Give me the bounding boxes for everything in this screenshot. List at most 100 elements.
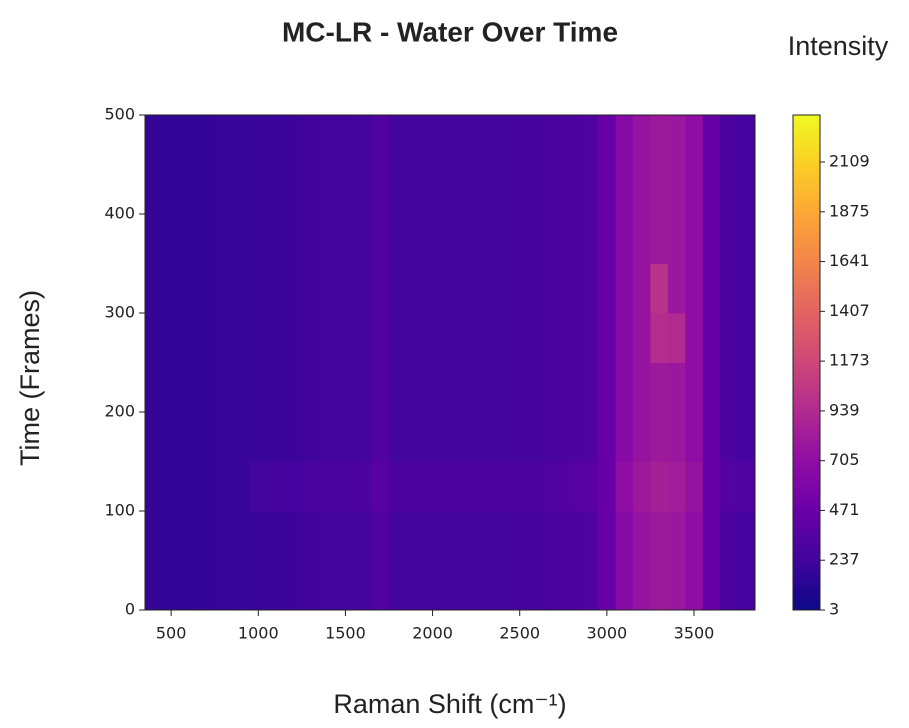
heatmap-cell [650, 412, 669, 462]
heatmap-cell [458, 263, 477, 314]
x-tick-label: 500 [156, 624, 187, 643]
heatmap-cell [702, 560, 721, 611]
heatmap-cell [528, 115, 547, 165]
heatmap-cell [197, 560, 216, 611]
heatmap-cell [511, 461, 529, 512]
heatmap-cell [232, 362, 251, 413]
heatmap-cell [563, 560, 582, 611]
x-tick-label: 2000 [412, 624, 453, 643]
heatmap-cell [615, 560, 634, 611]
heatmap-cell [685, 461, 704, 512]
heatmap-cell [145, 560, 163, 611]
heatmap-cell [702, 362, 721, 413]
heatmap-cell [389, 263, 407, 314]
heatmap-cell [580, 412, 599, 462]
heatmap-cell [284, 313, 303, 363]
heatmap-cell [667, 263, 686, 314]
heatmap-cell [737, 560, 756, 611]
heatmap-cell [511, 263, 529, 314]
colorbar-tick-label: 1641 [829, 251, 870, 270]
heatmap-cell [563, 214, 582, 264]
heatmap-cell [441, 461, 460, 512]
heatmap-cell [563, 461, 582, 512]
colorbar-tick-label: 2109 [829, 152, 870, 171]
heatmap-cell [406, 560, 425, 611]
heatmap-cell [528, 511, 547, 561]
heatmap-cell [667, 560, 686, 611]
heatmap-cell [580, 214, 599, 264]
heatmap-cell [301, 511, 320, 561]
heatmap-cell [476, 263, 495, 314]
heatmap-cell [633, 362, 651, 413]
heatmap-cell [179, 313, 198, 363]
heatmap-cell [284, 511, 303, 561]
heatmap-cell [284, 461, 303, 512]
heatmap-cell [267, 511, 285, 561]
heatmap-cell [650, 362, 669, 413]
heatmap-cell [406, 461, 425, 512]
heatmap-cell [389, 164, 407, 215]
heatmap-cell [145, 164, 163, 215]
heatmap-cell [162, 412, 181, 462]
heatmap-cell [458, 115, 477, 165]
heatmap-cell [545, 511, 564, 561]
heatmap-cell [458, 461, 477, 512]
heatmap-cell [563, 511, 582, 561]
heatmap-cell [493, 511, 512, 561]
heatmap-cell [197, 313, 216, 363]
plot-frame [144, 114, 756, 611]
heatmap-cell [650, 511, 669, 561]
heatmap-cell [667, 214, 686, 264]
heatmap-cell [563, 164, 582, 215]
heatmap-cell [389, 214, 407, 264]
heatmap-cell [441, 412, 460, 462]
heatmap-cell [615, 263, 634, 314]
heatmap-cell [179, 511, 198, 561]
heatmap-cell [354, 511, 373, 561]
heatmap-cell [267, 313, 285, 363]
heatmap-cell [493, 313, 512, 363]
heatmap-cell [458, 214, 477, 264]
heatmap-cell [197, 461, 216, 512]
heatmap-cell [336, 164, 355, 215]
colorbar-tick-label: 471 [829, 500, 860, 519]
heatmap-cell [511, 164, 529, 215]
heatmap-cell [685, 560, 704, 611]
heatmap-cell [511, 362, 529, 413]
y-tick-label: 200 [104, 402, 135, 421]
heatmap-cell [493, 461, 512, 512]
heatmap-cell [336, 511, 355, 561]
heatmap-cell [615, 412, 634, 462]
heatmap-cell [702, 313, 721, 363]
heatmap-cell [528, 560, 547, 611]
heatmap-cell [493, 115, 512, 165]
heatmap-cell [179, 214, 198, 264]
heatmap-cell [615, 164, 634, 215]
heatmap-cell [476, 313, 495, 363]
colorbar-tick-label: 3 [829, 600, 839, 619]
heatmap-cell [441, 313, 460, 363]
heatmap-cell [702, 263, 721, 314]
y-tick-label: 0 [125, 600, 135, 619]
heatmap-cell [354, 461, 373, 512]
heatmap-cell [179, 362, 198, 413]
heatmap-cell [580, 263, 599, 314]
y-axis-label: Time (Frames) [15, 290, 45, 466]
heatmap-cell [545, 412, 564, 462]
heatmap-cell [737, 263, 756, 314]
heatmap-cell [406, 362, 425, 413]
heatmap-cell [371, 362, 390, 413]
heatmap-cell [493, 263, 512, 314]
heatmap-cell [389, 560, 407, 611]
heatmap-cell [633, 263, 651, 314]
heatmap-cell [598, 362, 617, 413]
heatmap-cell [476, 412, 495, 462]
heatmap-cell [406, 115, 425, 165]
heatmap-cell [633, 461, 651, 512]
heatmap-cell [667, 115, 686, 165]
heatmap-cell [371, 313, 390, 363]
heatmap-cell [667, 164, 686, 215]
heatmap-cell [267, 362, 285, 413]
heatmap-cell [214, 362, 233, 413]
heatmap-cell [598, 313, 617, 363]
